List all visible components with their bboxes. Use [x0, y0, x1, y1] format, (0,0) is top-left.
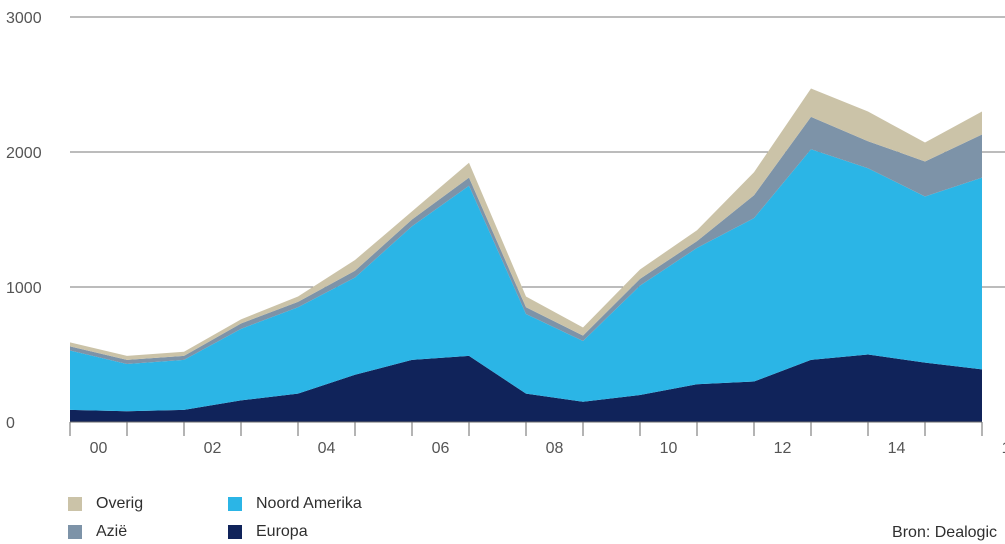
y-tick-label-0: 0: [6, 415, 15, 432]
x-tick-label-10: 10: [660, 440, 678, 457]
stacked-area-chart: 0 1000 2000 3000 00 02 04 06 08 10 12 14 16: [6, 10, 1005, 457]
x-tick-label-16: 16: [1002, 440, 1005, 457]
x-tick-label-00: 00: [90, 440, 108, 457]
legend-label-europa: Europa: [256, 523, 308, 540]
legend: Overig Azië Noord Amerika Europa: [68, 491, 488, 543]
area-series-europa: [70, 354, 982, 422]
legend-label-azie: Azië: [96, 523, 128, 540]
y-tick-label-1000: 1000: [6, 280, 42, 297]
legend-swatch-europa: [228, 525, 242, 539]
area-series-overig: [70, 88, 982, 360]
x-tick-label-08: 08: [546, 440, 564, 457]
legend-label-overig: Overig: [96, 495, 144, 512]
x-tick-label-12: 12: [774, 440, 792, 457]
legend-swatch-noord-amerika: [228, 497, 242, 511]
legend-swatch-overig: [68, 497, 82, 511]
x-tick-label-04: 04: [318, 440, 336, 457]
legend-item-overig: Overig: [68, 493, 143, 515]
legend-swatch-azie: [68, 525, 82, 539]
x-tick-label-02: 02: [204, 440, 222, 457]
legend-item-azie: Azië: [68, 521, 127, 543]
x-tick-label-14: 14: [888, 440, 906, 457]
legend-item-europa: Europa: [228, 521, 308, 543]
source-note: Bron: Dealogic: [892, 524, 997, 541]
legend-item-noord-amerika: Noord Amerika: [228, 493, 362, 515]
area-series-noord-amerika: [70, 149, 982, 412]
y-tick-label-3000: 3000: [6, 10, 42, 27]
legend-label-noord-amerika: Noord Amerika: [256, 495, 362, 512]
area-series-azi-: [70, 116, 982, 364]
y-tick-label-2000: 2000: [6, 145, 42, 162]
x-tick-label-06: 06: [432, 440, 450, 457]
